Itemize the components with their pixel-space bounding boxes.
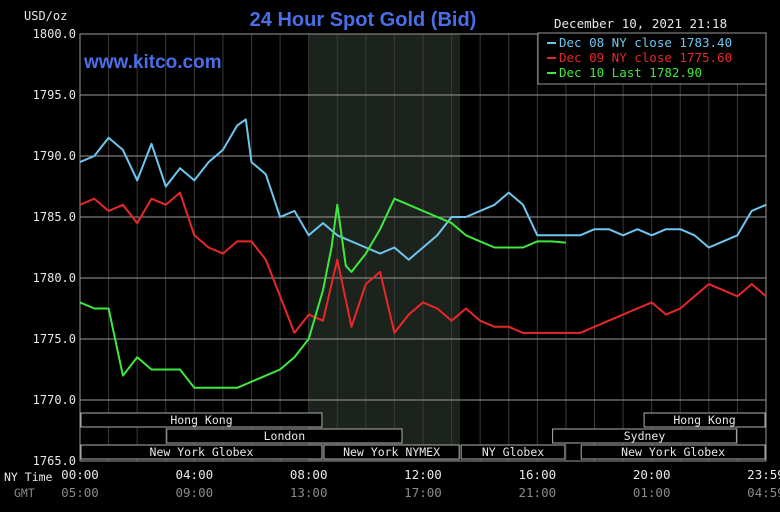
x-tick-label-gmt: 04:59 bbox=[747, 485, 780, 500]
session-box bbox=[166, 428, 403, 444]
session-box bbox=[643, 412, 766, 428]
series-line-2 bbox=[79, 197, 566, 389]
session-box bbox=[460, 444, 566, 460]
session-box bbox=[80, 412, 323, 428]
session-label: New York Globex bbox=[150, 445, 254, 459]
website-label: www.kitco.com bbox=[83, 52, 222, 73]
y-tick-label: 1795.0 bbox=[33, 88, 76, 102]
session-label: Sydney bbox=[624, 429, 666, 443]
x-tick-label-gmt: 05:00 bbox=[61, 485, 99, 500]
x-tick-label-gmt: 21:00 bbox=[519, 485, 557, 500]
session-label: New York NYMEX bbox=[343, 445, 440, 459]
x-row-label-gmt: GMT bbox=[14, 486, 35, 500]
session-label: London bbox=[264, 429, 306, 443]
plot-border bbox=[79, 33, 767, 462]
legend-box bbox=[537, 32, 767, 85]
x-tick-label-ny: 12:00 bbox=[404, 467, 442, 482]
x-row-label-ny: NY Time bbox=[4, 470, 53, 484]
session-label: Hong Kong bbox=[170, 413, 232, 427]
session-label: Hong Kong bbox=[673, 413, 735, 427]
x-tick-label-gmt: 17:00 bbox=[404, 485, 442, 500]
x-tick-label-ny: 23:59 bbox=[747, 467, 780, 482]
x-tick-label-gmt: 01:00 bbox=[633, 485, 671, 500]
y-tick-label: 1770.0 bbox=[33, 393, 76, 407]
session-box bbox=[552, 428, 737, 444]
session-label: NY Globex bbox=[482, 445, 544, 459]
session-box bbox=[323, 444, 460, 460]
legend-entry: Dec 09 NY close 1775.60 bbox=[559, 50, 732, 65]
legend-entry: Dec 08 NY close 1783.40 bbox=[559, 35, 732, 50]
timestamp: December 10, 2021 21:18 bbox=[554, 16, 727, 31]
x-tick-label-ny: 00:00 bbox=[61, 467, 99, 482]
y-tick-label: 1800.0 bbox=[33, 27, 76, 41]
y-tick-label: 1790.0 bbox=[33, 149, 76, 163]
x-tick-label-gmt: 13:00 bbox=[290, 485, 328, 500]
x-tick-label-gmt: 09:00 bbox=[176, 485, 214, 500]
y-axis-label: USD/oz bbox=[24, 9, 67, 23]
chart-title: 24 Hour Spot Gold (Bid) bbox=[250, 9, 477, 31]
x-tick-label-ny: 08:00 bbox=[290, 467, 328, 482]
y-tick-label: 1765.0 bbox=[33, 454, 76, 468]
session-box bbox=[80, 444, 323, 460]
x-tick-label-ny: 04:00 bbox=[176, 467, 214, 482]
series-line-0 bbox=[79, 118, 767, 261]
y-tick-label: 1780.0 bbox=[33, 271, 76, 285]
x-tick-label-ny: 20:00 bbox=[633, 467, 671, 482]
legend-entry: Dec 10 Last 1782.90 bbox=[559, 65, 702, 80]
y-tick-label: 1785.0 bbox=[33, 210, 76, 224]
y-tick-label: 1775.0 bbox=[33, 332, 76, 346]
session-box bbox=[580, 444, 766, 460]
series-line-1 bbox=[79, 191, 767, 334]
session-label: New York Globex bbox=[621, 445, 725, 459]
session-shading bbox=[308, 34, 461, 461]
x-tick-label-ny: 16:00 bbox=[519, 467, 557, 482]
